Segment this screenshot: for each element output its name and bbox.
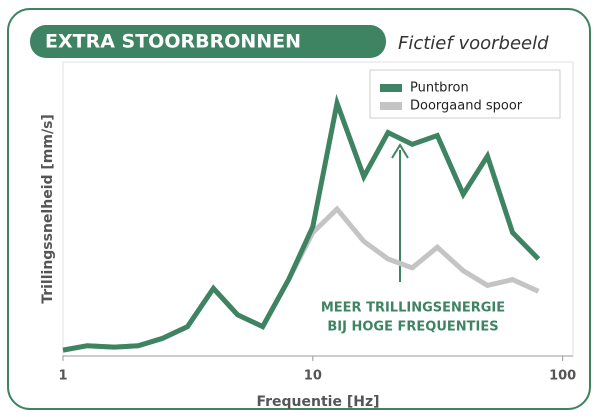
annotation: MEER TRILLINGSENERGIE: [321, 301, 505, 316]
legend-label: Puntbron: [410, 81, 469, 96]
x-tick-label: 100: [549, 369, 576, 384]
legend-swatch: [380, 102, 402, 110]
y-axis-label: Trillingssnelheid [mm/s]: [40, 114, 56, 304]
series-line: [62, 93, 541, 353]
chart-title: EXTRA STOORBRONNEN: [45, 31, 301, 53]
annotation: BIJ HOGE FREQUENTIES: [327, 320, 498, 335]
title-badge: [30, 25, 386, 58]
x-tick-label: 1: [58, 369, 67, 384]
legend-label: Doorgaand spoor: [410, 99, 523, 114]
annotation-arrowhead: [391, 143, 409, 159]
x-tick-label: 10: [304, 369, 322, 384]
legend-swatch: [380, 84, 402, 92]
chart-subtitle: Fictief voorbeeld: [398, 33, 549, 54]
x-axis-label: Frequentie [Hz]: [256, 394, 379, 410]
